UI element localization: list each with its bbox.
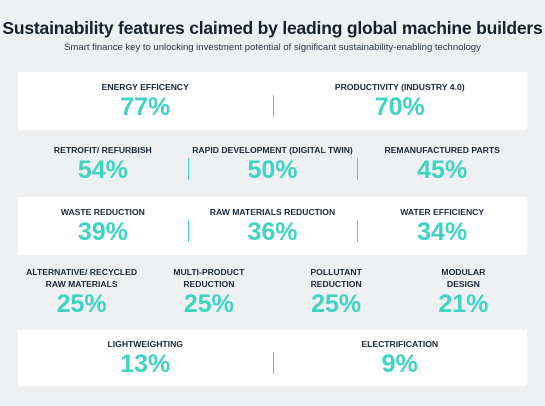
feature: RETROFIT/ REFURBISH 54%	[18, 144, 188, 184]
feature: RAPID DEVELOPMENT (DIGITAL TWIN) 50%	[187, 144, 358, 184]
feature-value: 34%	[417, 218, 468, 246]
feature-value: 45%	[417, 155, 468, 184]
feature-label: MULTI-PRODUCT REDUCTION	[173, 267, 245, 289]
feature-label: RAPID DEVELOPMENT (DIGITAL TWIN)	[192, 144, 353, 155]
feature: MODULAR DESIGN 21%	[400, 266, 527, 318]
feature-value: 25%	[56, 290, 107, 318]
feature-label: RETROFIT/ REFURBISH	[53, 144, 152, 155]
feature-value: 9%	[381, 350, 418, 378]
feature-label: RAW MATERIALS REDUCTION	[209, 207, 336, 217]
feature-value: 54%	[77, 155, 128, 184]
feature: REMANUFACTURED PARTS 45%	[357, 144, 527, 184]
feature: WATER EFFICIENCY 34%	[357, 206, 527, 246]
title: Sustainability features claimed by leadi…	[2, 18, 543, 38]
feature: ALTERNATIVE/ RECYCLED RAW MATERIALS 25%	[18, 266, 145, 318]
feature: ENERGY EFFICENCY 77%	[18, 81, 273, 121]
feature-label: ALTERNATIVE/ RECYCLED RAW MATERIALS	[26, 267, 138, 289]
feature-row: RETROFIT/ REFURBISH 54% RAPID DEVELOPMENT …	[18, 135, 527, 192]
feature: ELECTRIFICATION 9%	[272, 338, 528, 378]
feature-row: ALTERNATIVE/ RECYCLED RAW MATERIALS 25% MU…	[18, 262, 527, 322]
feature: WASTE REDUCTION 39%	[18, 206, 188, 246]
feature-label: MODULAR DESIGN	[441, 267, 486, 289]
feature-label: ENERGY EFFICENCY	[101, 82, 189, 92]
feature-label: WASTE REDUCTION	[60, 207, 145, 217]
feature-value: 13%	[120, 350, 171, 378]
feature: PRODUCTIVITY (INDUSTRY 4.0) 70%	[272, 81, 528, 121]
feature-row: LIGHTWEIGHTING 13% ELECTRIFICATION 9%	[18, 330, 527, 386]
feature: RAW MATERIALS REDUCTION 36%	[187, 206, 358, 246]
feature-value: 70%	[374, 93, 425, 121]
feature: MULTI-PRODUCT REDUCTION 25%	[145, 266, 272, 318]
feature-label: LIGHTWEIGHTING	[107, 339, 183, 349]
feature: LIGHTWEIGHTING 13%	[18, 338, 273, 378]
feature-value: 25%	[311, 290, 362, 318]
feature-label: ELECTRIFICATION	[361, 339, 439, 349]
feature-value: 36%	[247, 218, 298, 246]
subtitle: Smart finance key to unlocking investmen…	[64, 42, 481, 53]
feature: POLLUTANT REDUCTION 25%	[273, 266, 400, 318]
feature-value: 77%	[120, 93, 171, 121]
feature-row: WASTE REDUCTION 39% RAW MATERIALS REDUCTIO…	[18, 197, 527, 255]
feature-value: 21%	[438, 290, 489, 318]
feature-value: 25%	[183, 290, 234, 318]
feature-label: POLLUTANT REDUCTION	[310, 267, 362, 289]
feature-value: 39%	[77, 218, 128, 246]
feature-label: PRODUCTIVITY (INDUSTRY 4.0)	[334, 82, 465, 92]
feature-value: 50%	[247, 155, 298, 184]
feature-label: WATER EFFICIENCY	[400, 207, 485, 217]
feature-label: REMANUFACTURED PARTS	[384, 144, 500, 155]
feature-row: ENERGY EFFICENCY 77% PRODUCTIVITY (INDUSTR…	[18, 72, 527, 130]
